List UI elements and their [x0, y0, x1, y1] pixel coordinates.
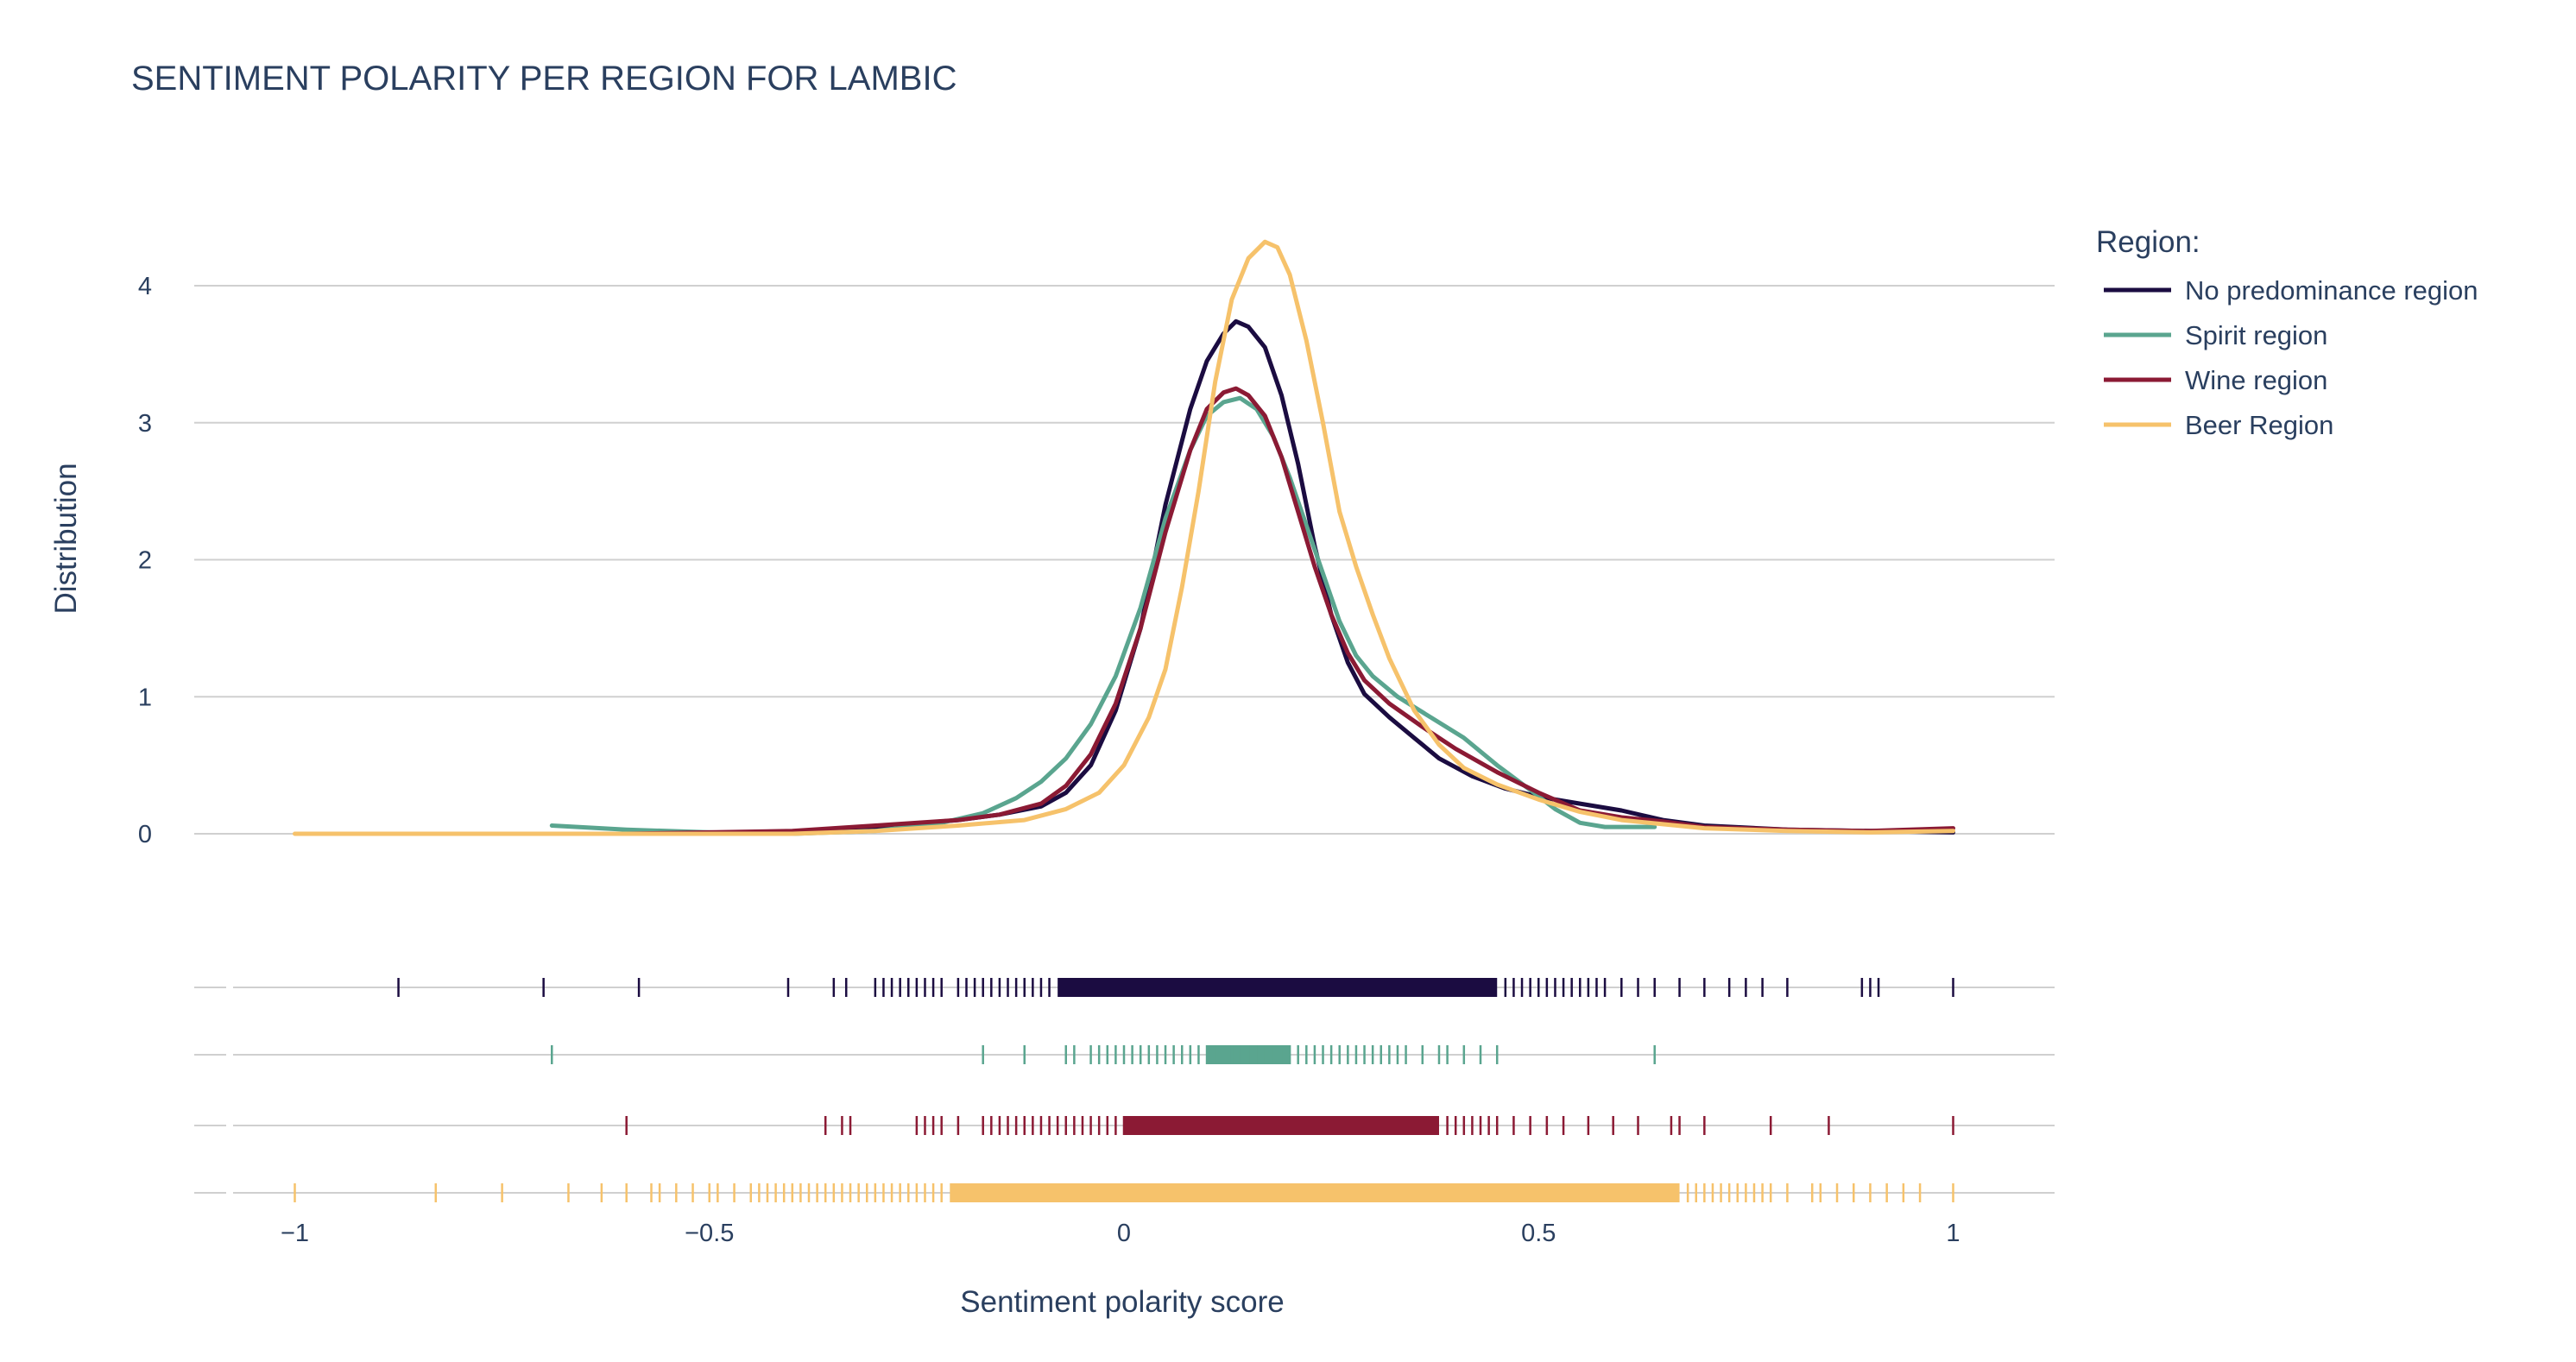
- legend-title: Region:: [2096, 225, 2200, 259]
- legend-item[interactable]: No predominance region: [2104, 275, 2478, 306]
- x-axis-ticks: −1 −0.5 0 0.5 1: [281, 1220, 1960, 1247]
- rug-dense-band: [1124, 1116, 1439, 1135]
- legend-label: No predominance region: [2185, 275, 2478, 306]
- rug-row-0: [194, 978, 2055, 997]
- rug-dense-band: [950, 1183, 1680, 1202]
- rug-row-1: [194, 1045, 2055, 1064]
- rug-row-3: [194, 1183, 2055, 1202]
- density-line-3: [293, 239, 1955, 836]
- rug-row-2: [194, 1116, 2055, 1135]
- legend-items: No predominance region Spirit region Wine …: [2104, 275, 2478, 440]
- density-line-2: [624, 386, 1955, 836]
- chart-title: SENTIMENT POLARITY PER REGION FOR LAMBIC: [131, 60, 957, 98]
- y-tick-label: 4: [138, 273, 152, 300]
- x-axis-title: Sentiment polarity score: [960, 1285, 1284, 1319]
- y-tick-label: 1: [138, 684, 152, 711]
- y-axis-ticks: 0 1 2 3 4: [138, 273, 152, 848]
- density-curves: [293, 239, 1955, 836]
- legend: Region: No predominance region Spirit reg…: [2096, 225, 2478, 440]
- legend-label: Beer Region: [2185, 410, 2333, 440]
- x-tick-label: −1: [281, 1220, 309, 1247]
- y-tick-label: 3: [138, 410, 152, 438]
- y-axis-title: Distribution: [49, 463, 83, 614]
- legend-item[interactable]: Spirit region: [2104, 320, 2327, 350]
- legend-item[interactable]: Wine region: [2104, 365, 2327, 395]
- y-tick-label: 0: [138, 821, 152, 848]
- rug-plot: [194, 978, 2055, 1202]
- rug-dense-band: [1058, 978, 1498, 997]
- x-tick-label: 0.5: [1521, 1220, 1556, 1247]
- legend-item[interactable]: Beer Region: [2104, 410, 2333, 440]
- gridlines: [194, 285, 2055, 835]
- legend-label: Wine region: [2185, 365, 2327, 395]
- x-tick-label: 0: [1117, 1220, 1131, 1247]
- x-tick-label: 1: [1946, 1220, 1960, 1247]
- y-tick-label: 2: [138, 547, 152, 575]
- legend-label: Spirit region: [2185, 320, 2327, 350]
- x-tick-label: −0.5: [685, 1220, 734, 1247]
- density-line-0: [396, 318, 1955, 836]
